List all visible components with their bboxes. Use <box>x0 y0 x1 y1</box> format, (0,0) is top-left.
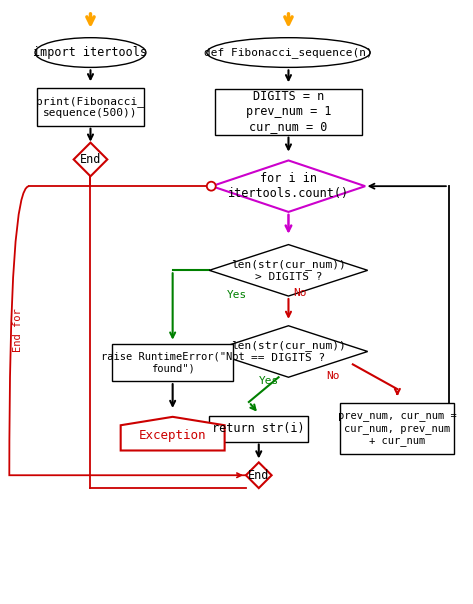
Text: len(str(cur_num))
> DIGITS ?: len(str(cur_num)) > DIGITS ? <box>231 259 346 281</box>
Text: for i in
itertools.count(): for i in itertools.count() <box>228 172 349 200</box>
Text: len(str(cur_num))
== DIGITS ?: len(str(cur_num)) == DIGITS ? <box>231 340 346 363</box>
Text: Yes: Yes <box>227 290 247 300</box>
Text: DIGITS = n
prev_num = 1
cur_num = 0: DIGITS = n prev_num = 1 cur_num = 0 <box>245 91 331 133</box>
Ellipse shape <box>35 37 146 68</box>
Ellipse shape <box>207 37 370 68</box>
Text: raise RuntimeError("Not
found"): raise RuntimeError("Not found") <box>101 352 245 373</box>
Circle shape <box>207 182 216 191</box>
Polygon shape <box>209 245 368 296</box>
Bar <box>209 416 308 442</box>
Bar <box>341 403 454 454</box>
Bar <box>112 344 233 381</box>
Text: Yes: Yes <box>259 376 279 386</box>
Polygon shape <box>121 417 225 451</box>
Bar <box>215 89 362 135</box>
Text: def Fibonacci_sequence(n): def Fibonacci_sequence(n) <box>204 47 373 58</box>
Text: No: No <box>326 371 340 381</box>
Text: print(Fibonacci_
sequence(500)): print(Fibonacci_ sequence(500)) <box>36 95 144 118</box>
Text: return str(i): return str(i) <box>212 422 305 435</box>
Polygon shape <box>246 463 272 488</box>
Text: prev_num, cur_num =
cur_num, prev_num
+ cur_num: prev_num, cur_num = cur_num, prev_num + … <box>338 411 457 446</box>
Text: End: End <box>248 469 270 482</box>
Text: End: End <box>80 153 101 166</box>
Text: End for: End for <box>13 308 23 352</box>
Bar <box>37 88 144 126</box>
Polygon shape <box>209 326 368 378</box>
Text: Exception: Exception <box>139 429 206 442</box>
Polygon shape <box>212 161 365 212</box>
Text: import itertools: import itertools <box>34 46 148 59</box>
Text: No: No <box>293 288 307 298</box>
Polygon shape <box>74 143 107 176</box>
